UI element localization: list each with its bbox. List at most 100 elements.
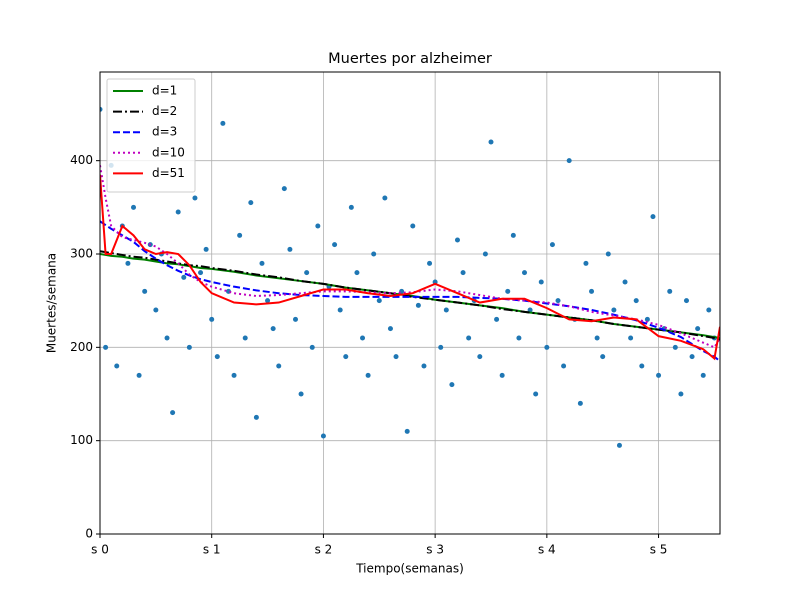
scatter-point	[477, 354, 483, 360]
x-tick-label: s 2	[315, 543, 333, 557]
scatter-point	[443, 307, 449, 313]
scatter-point	[410, 223, 416, 229]
scatter-point	[136, 372, 142, 378]
scatter-point	[577, 400, 583, 406]
x-tick-label: s 1	[203, 543, 221, 557]
scatter-point	[656, 372, 662, 378]
scatter-point	[315, 223, 321, 229]
scatter-point	[337, 307, 343, 313]
scatter-point	[100, 106, 103, 112]
scatter-point	[611, 307, 617, 313]
scatter-point	[706, 307, 712, 313]
y-tick-label: 300	[70, 247, 93, 261]
scatter-point	[600, 354, 606, 360]
fit-line	[100, 250, 720, 341]
scatter-point	[103, 344, 109, 350]
chart-title: Muertes por alzheimer	[328, 51, 492, 67]
scatter-point	[583, 260, 589, 266]
scatter-point	[499, 372, 505, 378]
scatter-point	[533, 391, 539, 397]
x-tick-label: s 0	[91, 543, 109, 557]
scatter-point	[192, 195, 198, 201]
scatter-point	[259, 260, 265, 266]
scatter-point	[555, 298, 561, 304]
scatter-point	[265, 298, 271, 304]
y-tick-label: 0	[85, 527, 93, 541]
y-tick-label: 100	[70, 433, 93, 447]
scatter-point	[415, 302, 421, 308]
scatter-point	[549, 242, 555, 248]
x-tick-label: s 5	[650, 543, 668, 557]
scatter-point	[170, 410, 176, 416]
scatter-point	[527, 307, 533, 313]
scatter-point	[510, 232, 516, 238]
scatter-point	[538, 279, 544, 285]
scatter-point	[287, 246, 293, 252]
y-tick-label: 200	[70, 340, 93, 354]
legend-label: d=51	[152, 166, 185, 180]
scatter-point	[276, 363, 282, 369]
scatter-point	[114, 363, 120, 369]
scatter-point	[438, 344, 444, 350]
scatter-point	[281, 186, 287, 192]
scatter-point	[270, 326, 276, 332]
scatter-point	[650, 214, 656, 220]
scatter-point	[633, 298, 639, 304]
scatter-point	[242, 335, 248, 341]
scatter-point	[566, 158, 572, 164]
legend-label: d=1	[152, 84, 177, 98]
scatter-point	[376, 298, 382, 304]
scatter-point	[253, 414, 259, 420]
scatter-point	[203, 246, 209, 252]
scatter-point	[292, 316, 298, 322]
fit-line	[100, 174, 720, 361]
scatter-point	[522, 270, 528, 276]
scatter-point	[639, 363, 645, 369]
scatter-point	[700, 372, 706, 378]
scatter-point	[695, 326, 701, 332]
scatter-point	[683, 298, 689, 304]
scatter-point	[594, 335, 600, 341]
scatter-point	[142, 288, 148, 294]
scatter-point	[454, 237, 460, 243]
legend-label: d=3	[152, 125, 177, 139]
scatter-point	[672, 344, 678, 350]
scatter-point	[689, 354, 695, 360]
scatter-point	[237, 232, 243, 238]
fit-line	[100, 220, 720, 363]
scatter-point	[309, 344, 315, 350]
scatter-point	[153, 307, 159, 313]
plot-frame	[99, 71, 721, 535]
scatter-point	[360, 335, 366, 341]
scatter-point	[589, 288, 595, 294]
scatter-point	[427, 260, 433, 266]
x-tick-label: s 4	[538, 543, 556, 557]
scatter-point	[320, 433, 326, 439]
scatter-point	[387, 326, 393, 332]
scatter-point	[186, 344, 192, 350]
scatter-point	[125, 260, 131, 266]
fit-line	[100, 165, 720, 349]
scatter-point	[181, 274, 187, 280]
scatter-point	[460, 270, 466, 276]
scatter-point	[616, 442, 622, 448]
scatter-point	[164, 335, 170, 341]
scatter-point	[175, 209, 181, 215]
scatter-point	[354, 270, 360, 276]
scatter-point	[667, 288, 673, 294]
scatter-point	[505, 288, 511, 294]
scatter-point	[332, 242, 338, 248]
scatter-point	[298, 391, 304, 397]
scatter-point	[449, 382, 455, 388]
scatter-point	[404, 428, 410, 434]
scatter-point	[482, 251, 488, 257]
scatter-point	[432, 279, 438, 285]
plot-area	[100, 106, 720, 448]
scatter-point	[231, 372, 237, 378]
scatter-point	[209, 316, 215, 322]
scatter-point	[516, 335, 522, 341]
scatter-point	[248, 200, 254, 206]
scatter-point	[348, 204, 354, 210]
scatter-point	[466, 335, 472, 341]
scatter-point	[561, 363, 567, 369]
